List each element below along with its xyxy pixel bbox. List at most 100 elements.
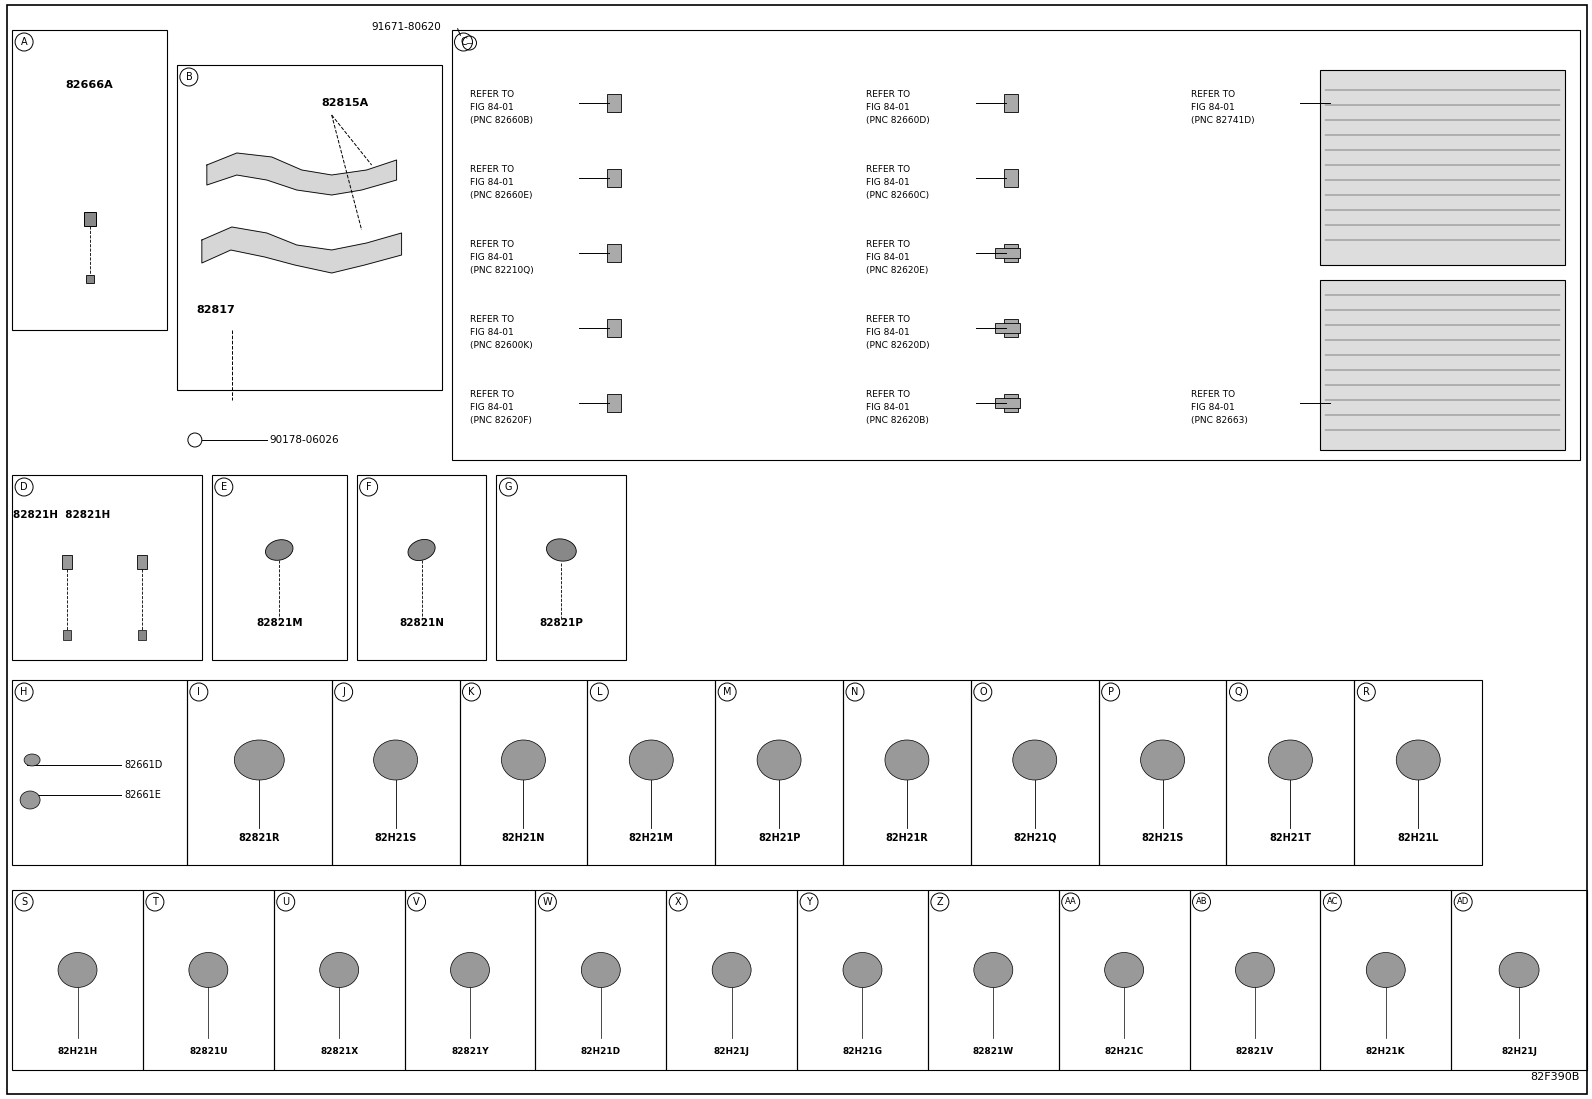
Ellipse shape (1105, 953, 1143, 988)
Polygon shape (202, 227, 401, 273)
Bar (137, 555, 146, 569)
Ellipse shape (1366, 953, 1406, 988)
Text: D: D (21, 482, 29, 492)
Text: W: W (543, 897, 552, 907)
Text: FIG 84-01: FIG 84-01 (470, 103, 513, 112)
Text: 82821N: 82821N (400, 618, 444, 628)
Ellipse shape (451, 953, 489, 988)
Text: 82817: 82817 (197, 306, 236, 315)
Bar (971, 680, 1098, 865)
Text: 82H21L: 82H21L (1398, 833, 1439, 843)
Text: P: P (1108, 687, 1114, 697)
Bar (535, 890, 665, 1070)
Ellipse shape (234, 740, 285, 780)
Text: (PNC 82741D): (PNC 82741D) (1191, 116, 1254, 125)
Text: 82821H  82821H: 82821H 82821H (13, 510, 111, 520)
Bar (1005, 395, 1017, 412)
Text: 82821W: 82821W (973, 1047, 1014, 1056)
Bar (404, 890, 535, 1070)
Text: 82821P: 82821P (540, 618, 583, 628)
Text: FIG 84-01: FIG 84-01 (470, 178, 513, 187)
Bar (665, 890, 798, 1070)
Text: 82H21P: 82H21P (758, 833, 801, 843)
Bar (607, 319, 621, 337)
Bar (1355, 680, 1482, 865)
Text: U: U (282, 897, 290, 907)
Bar (460, 680, 587, 865)
Bar (607, 395, 621, 412)
Text: 82H21T: 82H21T (1269, 833, 1312, 843)
Text: N: N (852, 687, 858, 697)
Text: 90178-06026: 90178-06026 (269, 435, 339, 445)
Bar (1320, 890, 1452, 1070)
Text: REFER TO: REFER TO (866, 390, 911, 399)
Text: FIG 84-01: FIG 84-01 (866, 178, 909, 187)
Ellipse shape (629, 740, 673, 780)
Ellipse shape (1500, 953, 1539, 988)
Bar (497, 475, 626, 660)
Ellipse shape (189, 953, 228, 988)
Bar (13, 890, 143, 1070)
Text: 82H21H: 82H21H (57, 1047, 97, 1056)
Ellipse shape (266, 540, 293, 560)
Text: FIG 84-01: FIG 84-01 (470, 403, 513, 412)
Text: V: V (414, 897, 420, 907)
Text: L: L (597, 687, 602, 697)
Text: 82821U: 82821U (189, 1047, 228, 1056)
Bar (139, 630, 146, 640)
Text: X: X (675, 897, 681, 907)
Text: 82821M: 82821M (256, 618, 302, 628)
Ellipse shape (24, 754, 40, 766)
Text: (PNC 82660D): (PNC 82660D) (866, 116, 930, 125)
Text: REFER TO: REFER TO (866, 315, 911, 324)
Text: FIG 84-01: FIG 84-01 (1191, 403, 1234, 412)
Text: FIG 84-01: FIG 84-01 (866, 103, 909, 112)
Text: (PNC 82620B): (PNC 82620B) (866, 417, 928, 425)
Bar (607, 244, 621, 262)
Text: REFER TO: REFER TO (1191, 90, 1235, 99)
Bar (1189, 890, 1320, 1070)
Bar (331, 680, 460, 865)
Text: (PNC 82620E): (PNC 82620E) (866, 266, 928, 275)
Bar (995, 323, 1020, 333)
Text: AD: AD (1457, 898, 1469, 907)
Bar (844, 680, 971, 865)
Bar (212, 475, 347, 660)
Bar (83, 212, 96, 226)
Text: FIG 84-01: FIG 84-01 (866, 253, 909, 262)
Bar (1005, 319, 1017, 337)
Text: T: T (151, 897, 158, 907)
Text: (PNC 82663): (PNC 82663) (1191, 417, 1248, 425)
Bar (1226, 680, 1355, 865)
Ellipse shape (320, 953, 358, 988)
Text: 82666A: 82666A (65, 80, 113, 90)
Bar (13, 680, 186, 865)
Text: 82F390B: 82F390B (1530, 1072, 1579, 1083)
Text: J: J (342, 687, 345, 697)
Text: I: I (197, 687, 201, 697)
Bar (177, 65, 441, 390)
Bar (607, 169, 621, 187)
Ellipse shape (1235, 953, 1275, 988)
Text: (PNC 82660C): (PNC 82660C) (866, 191, 930, 200)
Ellipse shape (581, 953, 621, 988)
Bar (995, 398, 1020, 408)
Ellipse shape (974, 953, 1013, 988)
Text: FIG 84-01: FIG 84-01 (470, 328, 513, 337)
Ellipse shape (1269, 740, 1312, 780)
Bar (86, 275, 94, 284)
Text: H: H (21, 687, 27, 697)
Text: 82815A: 82815A (322, 98, 369, 108)
Ellipse shape (758, 740, 801, 780)
Bar (1059, 890, 1189, 1070)
Text: (PNC 82620D): (PNC 82620D) (866, 341, 930, 349)
Text: 82821Y: 82821Y (451, 1047, 489, 1056)
Bar (143, 890, 274, 1070)
Text: REFER TO: REFER TO (866, 90, 911, 99)
Text: 82821R: 82821R (239, 833, 280, 843)
Ellipse shape (57, 953, 97, 988)
Text: Q: Q (1235, 687, 1242, 697)
Text: (PNC 82210Q): (PNC 82210Q) (470, 266, 533, 275)
Bar (62, 555, 72, 569)
Ellipse shape (408, 540, 435, 560)
